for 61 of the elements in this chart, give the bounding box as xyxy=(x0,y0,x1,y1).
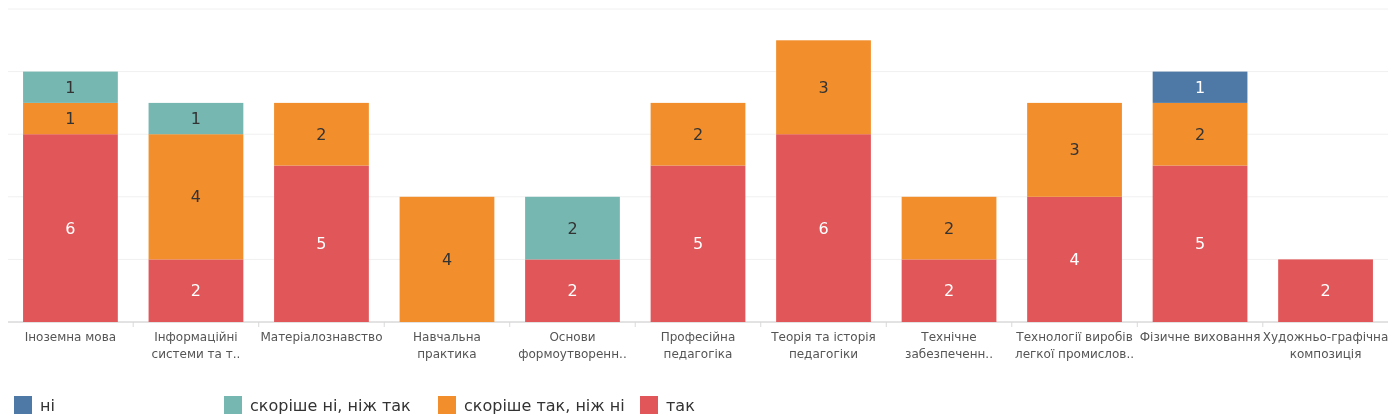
legend-label: скоріше ні, ніж так xyxy=(250,395,412,414)
bar xyxy=(23,134,118,322)
bar xyxy=(525,196,620,260)
data-label: 1 xyxy=(65,109,76,129)
bar xyxy=(901,259,997,322)
data-label: 4 xyxy=(1069,250,1080,269)
data-label: 5 xyxy=(1194,234,1206,254)
x-tick-label: Матеріалознавство xyxy=(260,330,383,344)
data-label: 1 xyxy=(190,109,202,129)
data-label: 2 xyxy=(316,124,327,144)
data-label: 4 xyxy=(190,187,202,207)
bar xyxy=(525,259,620,322)
data-label: 2 xyxy=(1194,124,1206,144)
bar xyxy=(901,196,997,260)
data-label: 2 xyxy=(190,281,202,301)
bar xyxy=(776,134,871,322)
x-tick-label: Технології виробів легкої промислов.. xyxy=(1015,330,1135,361)
bar xyxy=(274,102,369,166)
data-label: 2 xyxy=(692,124,704,144)
data-label: 6 xyxy=(65,218,76,238)
x-tick-label: Художньо-графічна композиція xyxy=(1262,330,1389,361)
bar xyxy=(1152,102,1248,166)
data-label: 2 xyxy=(943,218,955,238)
legend-label: ні xyxy=(40,395,55,414)
bar xyxy=(1152,71,1248,103)
x-tick-label: Навчальна практика xyxy=(413,330,481,361)
data-label: 1 xyxy=(1194,77,1206,97)
bar xyxy=(650,102,746,166)
bar xyxy=(776,40,871,135)
data-label: 4 xyxy=(441,250,453,269)
data-label: 2 xyxy=(567,218,578,238)
bar xyxy=(1278,259,1373,322)
x-tick-label: Іноземна мова xyxy=(24,330,117,344)
data-label: 2 xyxy=(943,281,955,301)
bar xyxy=(399,196,495,322)
bar xyxy=(148,259,244,322)
bar xyxy=(23,71,118,103)
x-tick-label: Основи формоутворенн.. xyxy=(518,330,627,361)
bar xyxy=(1027,102,1122,197)
data-label: 2 xyxy=(1320,281,1331,301)
data-label: 2 xyxy=(567,281,578,301)
bar xyxy=(650,165,746,322)
data-label: 5 xyxy=(316,234,327,254)
x-tick-label: Професійна педагогіка xyxy=(660,330,736,361)
x-tick-label: Інформаційні системи та т.. xyxy=(151,330,241,361)
data-label: 5 xyxy=(692,234,704,254)
bar xyxy=(148,134,244,260)
data-label: 6 xyxy=(818,218,829,238)
bar xyxy=(1027,196,1122,322)
data-label: 1 xyxy=(65,77,76,97)
bar xyxy=(274,165,369,322)
bar xyxy=(148,102,244,135)
bar xyxy=(23,102,118,135)
x-tick-label: Технічне забезпеченн.. xyxy=(905,330,993,361)
bar xyxy=(1152,165,1248,322)
data-label: 3 xyxy=(1069,140,1080,160)
x-tick-label: Фізичне виховання xyxy=(1139,330,1261,344)
x-tick-label: Теорія та історія педагогіки xyxy=(770,330,876,361)
data-label: 3 xyxy=(818,77,829,97)
legend-label: скоріше так, ніж ні xyxy=(464,395,625,414)
legend-label: так xyxy=(666,395,696,414)
